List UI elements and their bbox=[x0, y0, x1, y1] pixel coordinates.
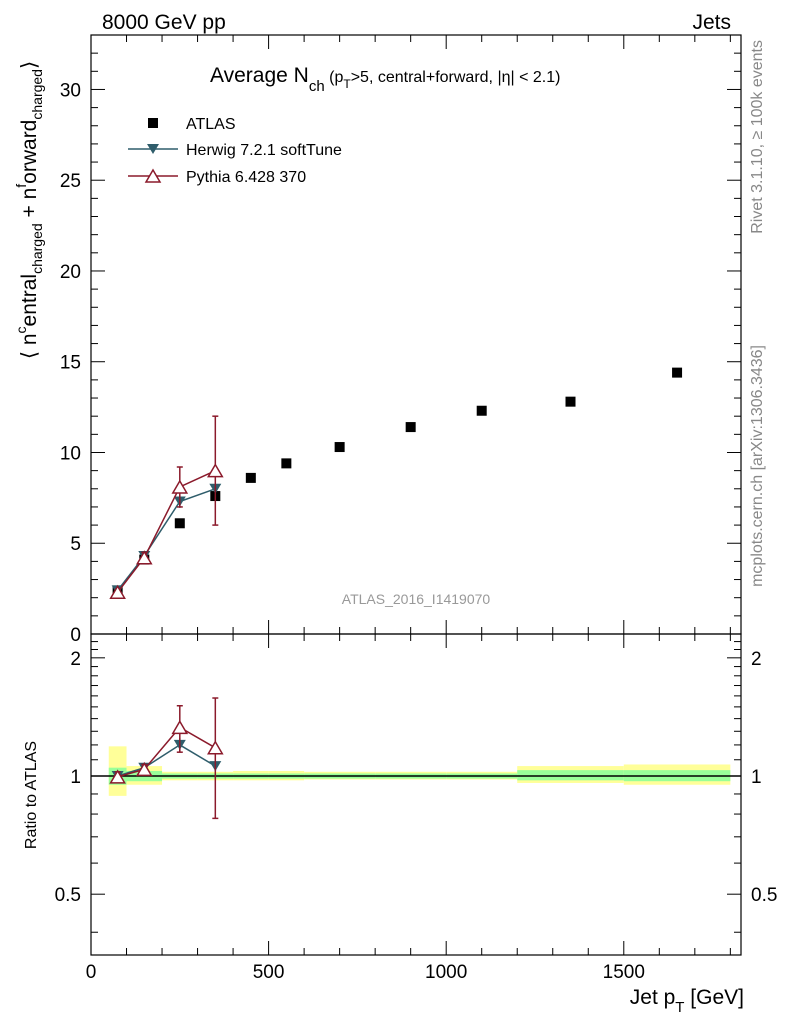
main-axis-ticks bbox=[90, 34, 741, 635]
ratio-panel: 0.5 0.5 1 1 2 2 0 500 1000 1500 Ratio to ATLAS J… bbox=[23, 633, 778, 1016]
analysis-watermark: ATLAS_2016_I1419070 bbox=[342, 591, 491, 607]
pythia-point bbox=[171, 479, 189, 494]
atlas-point bbox=[334, 442, 345, 453]
xlabel-tail: [GeV] bbox=[684, 986, 744, 1009]
x-tick-label: 1500 bbox=[603, 962, 645, 983]
legend-marker-atlas bbox=[148, 118, 158, 128]
ratio-pythia-line bbox=[117, 726, 216, 778]
ylabel-sub1: charged bbox=[29, 223, 45, 274]
ratio-pythia-point bbox=[207, 740, 224, 755]
main-y-tick-label: 0 bbox=[70, 625, 81, 646]
atlas-point bbox=[281, 458, 292, 469]
xlabel-main: Jet p bbox=[630, 986, 676, 1009]
plot-title-tail: >5, central+forward, |η| < 2.1) bbox=[351, 69, 561, 86]
legend-marker-herwig bbox=[147, 144, 159, 154]
main-y-tick-label: 5 bbox=[70, 534, 81, 555]
ratio-y-tick-label: 2 bbox=[70, 649, 81, 670]
main-y-axis-label: ⟨ ncentralcharged + nforwardcharged⟩ bbox=[13, 61, 45, 359]
atlas-point bbox=[476, 405, 487, 416]
atlas-point bbox=[245, 472, 256, 483]
legend-entry-herwig: Herwig 7.2.1 softTune bbox=[128, 142, 342, 159]
atlas-point bbox=[672, 367, 683, 378]
x-tick-label: 0 bbox=[86, 962, 97, 983]
ratio-pythia-point bbox=[109, 769, 126, 784]
ratio-frame bbox=[90, 633, 742, 956]
main-y-tick-label: 30 bbox=[60, 80, 81, 101]
rivet-version-label: Rivet 3.1.10, ≥ 100k events bbox=[749, 40, 766, 234]
plot-title-sub2: T bbox=[343, 77, 351, 91]
ratio-axis-ticks bbox=[90, 634, 741, 955]
ylabel-mid2: + n bbox=[18, 188, 41, 224]
ylabel-post: ⟩ bbox=[18, 61, 41, 69]
ylabel-sup2: f bbox=[13, 184, 29, 188]
ylabel-mid1: entral bbox=[18, 274, 41, 327]
pythia-point bbox=[109, 584, 126, 600]
ylabel-pre: ⟨ n bbox=[18, 333, 41, 359]
legend-label-pythia: Pythia 6.428 370 bbox=[186, 169, 306, 186]
main-y-tick-labels: 0 5 10 15 20 25 30 bbox=[60, 80, 81, 646]
main-y-tick-label: 20 bbox=[60, 262, 81, 283]
xlabel-sub: T bbox=[675, 999, 684, 1016]
ratio-pythia-point bbox=[171, 719, 189, 735]
ratio-y-axis-label: Ratio to ATLAS bbox=[23, 741, 40, 849]
legend-entry-atlas: ATLAS bbox=[148, 116, 236, 133]
main-y-tick-label: 15 bbox=[60, 353, 81, 374]
pythia-point bbox=[207, 463, 224, 478]
ratio-y-tick-label-right: 2 bbox=[751, 649, 762, 670]
x-tick-label: 1000 bbox=[425, 962, 467, 983]
ylabel-sub2: charged bbox=[29, 69, 45, 120]
pythia-line bbox=[117, 469, 216, 593]
ylabel-sup1: c bbox=[13, 326, 29, 333]
main-y-tick-label: 10 bbox=[60, 443, 81, 464]
ratio-y-tick-label-right: 1 bbox=[751, 767, 762, 788]
x-tick-label: 500 bbox=[253, 962, 285, 983]
plot-title-main: Average N bbox=[210, 64, 309, 87]
ylabel-mid3: orward bbox=[18, 120, 41, 184]
legend-label-atlas: ATLAS bbox=[186, 116, 236, 133]
atlas-point bbox=[565, 396, 576, 407]
x-axis-label: Jet pT [GeV] bbox=[630, 986, 744, 1016]
ratio-data-layer bbox=[109, 697, 224, 820]
plot-title: Average Nch (pT>5, central+forward, |η| … bbox=[210, 64, 560, 95]
legend: ATLAS Herwig 7.2.1 softTune Pythia 6.428… bbox=[128, 116, 342, 186]
ratio-y-tick-labels: 0.5 0.5 1 1 2 2 bbox=[55, 649, 778, 906]
header-analysis-label: Jets bbox=[692, 11, 731, 34]
ratio-uncertainty-bands bbox=[108, 746, 731, 796]
header-energy-label: 8000 GeV pp bbox=[102, 11, 226, 34]
atlas-point bbox=[174, 518, 185, 529]
ratio-y-tick-label: 0.5 bbox=[55, 885, 81, 906]
mcplots-label: mcplots.cern.ch [arXiv:1306.3436] bbox=[749, 345, 766, 587]
atlas-point bbox=[405, 422, 416, 433]
ratio-band-inner bbox=[517, 770, 624, 781]
plot-title-rest: (p bbox=[325, 69, 344, 86]
legend-entry-pythia: Pythia 6.428 370 bbox=[128, 168, 306, 186]
ratio-herwig-line bbox=[117, 744, 216, 777]
plot-title-sub: ch bbox=[309, 78, 325, 95]
legend-marker-pythia bbox=[144, 168, 162, 183]
main-y-tick-label: 25 bbox=[60, 171, 81, 192]
ratio-y-tick-label: 1 bbox=[70, 767, 81, 788]
pythia-point bbox=[135, 550, 153, 565]
ratio-pythia-point bbox=[135, 761, 153, 777]
x-tick-labels: 0 500 1000 1500 bbox=[86, 962, 645, 983]
legend-label-herwig: Herwig 7.2.1 softTune bbox=[186, 142, 342, 159]
main-panel: 0 5 10 15 20 25 30 Average Nch (pT>5, central+… bbox=[13, 34, 742, 646]
herwig-line bbox=[117, 488, 216, 591]
ratio-y-tick-label-right: 0.5 bbox=[751, 885, 777, 906]
main-data-layer bbox=[109, 367, 683, 600]
